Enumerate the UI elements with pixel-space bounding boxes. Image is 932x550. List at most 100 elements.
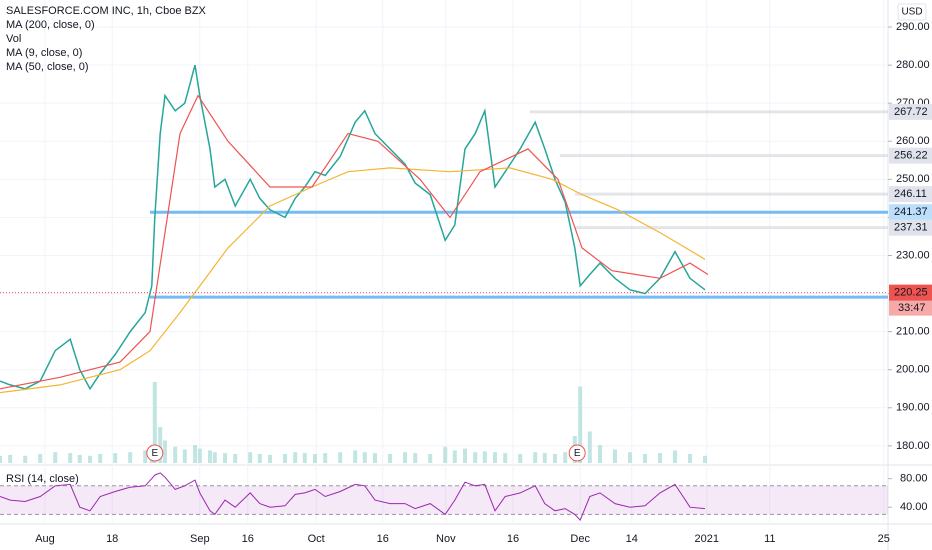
last-price-label: 220.25 bbox=[894, 287, 928, 299]
volume-bar bbox=[152, 382, 157, 463]
volume-bar bbox=[493, 452, 497, 463]
volume-bar bbox=[38, 454, 43, 463]
volume-bar bbox=[533, 452, 538, 463]
volume-bar bbox=[598, 445, 602, 463]
volume-bar bbox=[248, 452, 253, 463]
volume-bar bbox=[388, 454, 392, 463]
volume-bar bbox=[542, 453, 547, 463]
rsi-title: RSI (14, close) bbox=[6, 473, 79, 485]
rsi-tick-label: 40.00 bbox=[900, 501, 928, 513]
volume-bar bbox=[128, 452, 133, 463]
earnings-marker bbox=[568, 444, 586, 462]
x-tick-label: 14 bbox=[626, 533, 638, 545]
volume-bar bbox=[323, 453, 328, 463]
rsi-tick-label: 80.00 bbox=[900, 473, 928, 485]
x-tick-label: Aug bbox=[35, 533, 55, 545]
volume-bar bbox=[193, 445, 197, 463]
volume-bar bbox=[613, 449, 617, 463]
volume-bar bbox=[143, 450, 148, 463]
volume-bar bbox=[463, 448, 467, 463]
y-tick-label: 200.00 bbox=[896, 364, 930, 376]
countdown-bg bbox=[889, 300, 932, 316]
x-tick-label: Sep bbox=[190, 533, 210, 545]
volume-bar bbox=[212, 452, 217, 463]
volume-bar bbox=[8, 454, 13, 463]
currency: USD bbox=[901, 7, 922, 18]
volume-bar bbox=[403, 452, 407, 463]
x-tick-label: 16 bbox=[377, 533, 389, 545]
volume-bar bbox=[643, 454, 647, 463]
price-level-label-bg bbox=[889, 204, 932, 221]
price-level-label-bg bbox=[889, 103, 932, 120]
x-tick-label: 16 bbox=[507, 533, 519, 545]
volume-bar bbox=[182, 449, 187, 463]
volume-bar bbox=[473, 452, 478, 463]
volume-bar bbox=[233, 454, 238, 463]
ma-line bbox=[0, 167, 706, 394]
price-level-label-bg bbox=[889, 147, 932, 164]
volume-bar bbox=[362, 452, 367, 463]
volume-bar bbox=[503, 453, 508, 463]
volume-bar bbox=[628, 452, 632, 463]
last-price-bg bbox=[889, 284, 932, 301]
volume-bar bbox=[173, 446, 178, 463]
x-tick-label: 25 bbox=[878, 533, 890, 545]
volume-bar bbox=[578, 386, 583, 463]
price-level-label: 241.37 bbox=[894, 206, 928, 218]
price-level-label-bg bbox=[889, 186, 932, 203]
x-tick-label: Nov bbox=[436, 533, 456, 545]
volume-bar bbox=[223, 453, 227, 463]
volume-bar bbox=[77, 454, 82, 463]
volume-bar bbox=[283, 454, 287, 463]
y-tick-label: 190.00 bbox=[896, 402, 930, 414]
volume-bar bbox=[353, 450, 358, 463]
chart-title: SALESFORCE.COM INC, 1h, Cboe BZX bbox=[6, 5, 207, 17]
volume-bar bbox=[482, 451, 487, 463]
volume-bar bbox=[688, 454, 692, 463]
ma-line bbox=[0, 94, 709, 390]
volume-bar bbox=[428, 454, 433, 463]
volume-bar bbox=[257, 454, 262, 463]
earnings-label: E bbox=[151, 448, 158, 459]
volume-bar bbox=[302, 453, 307, 463]
x-tick-label: 16 bbox=[242, 533, 254, 545]
price-level-label: 237.31 bbox=[894, 222, 928, 234]
indicator-label: MA (200, close, 0) bbox=[6, 19, 95, 31]
volume-bar bbox=[293, 452, 298, 463]
countdown-label: 33:47 bbox=[898, 302, 926, 314]
volume-bar bbox=[208, 450, 212, 463]
x-tick-label: Dec bbox=[570, 533, 590, 545]
earnings-marker bbox=[146, 444, 164, 462]
x-tick-label: 11 bbox=[764, 533, 775, 545]
volume-bar bbox=[268, 454, 272, 463]
y-tick-label: 260.00 bbox=[896, 135, 930, 147]
volume-bar bbox=[658, 453, 662, 463]
y-tick-label: 180.00 bbox=[896, 440, 930, 452]
volume-bar bbox=[163, 440, 167, 463]
x-tick-label: 18 bbox=[106, 533, 118, 545]
volume-bar bbox=[338, 452, 343, 463]
indicator-label: MA (9, close, 0) bbox=[6, 47, 82, 59]
y-tick-label: 230.00 bbox=[896, 249, 930, 261]
x-tick-label: Oct bbox=[308, 533, 325, 545]
price-level-label: 256.22 bbox=[894, 150, 928, 162]
volume-bar bbox=[373, 453, 377, 463]
volume-bar bbox=[563, 452, 568, 463]
volume-bar bbox=[413, 453, 418, 463]
price-level-label: 267.72 bbox=[894, 106, 928, 118]
volume-bar bbox=[98, 454, 103, 463]
volume-bar bbox=[88, 455, 92, 463]
y-tick-label: 290.00 bbox=[896, 21, 930, 33]
rsi-band bbox=[0, 485, 888, 515]
grid bbox=[0, 0, 888, 522]
y-tick-label: 210.00 bbox=[896, 326, 930, 338]
y-tick-label: 280.00 bbox=[896, 59, 930, 71]
volume-bar bbox=[68, 453, 73, 463]
volume-bar bbox=[673, 450, 677, 463]
earnings-label: E bbox=[574, 448, 581, 459]
volume-bar bbox=[197, 448, 202, 463]
volume-bar bbox=[53, 452, 58, 463]
volume-bar bbox=[313, 454, 317, 463]
price-level-label-bg bbox=[889, 219, 932, 236]
